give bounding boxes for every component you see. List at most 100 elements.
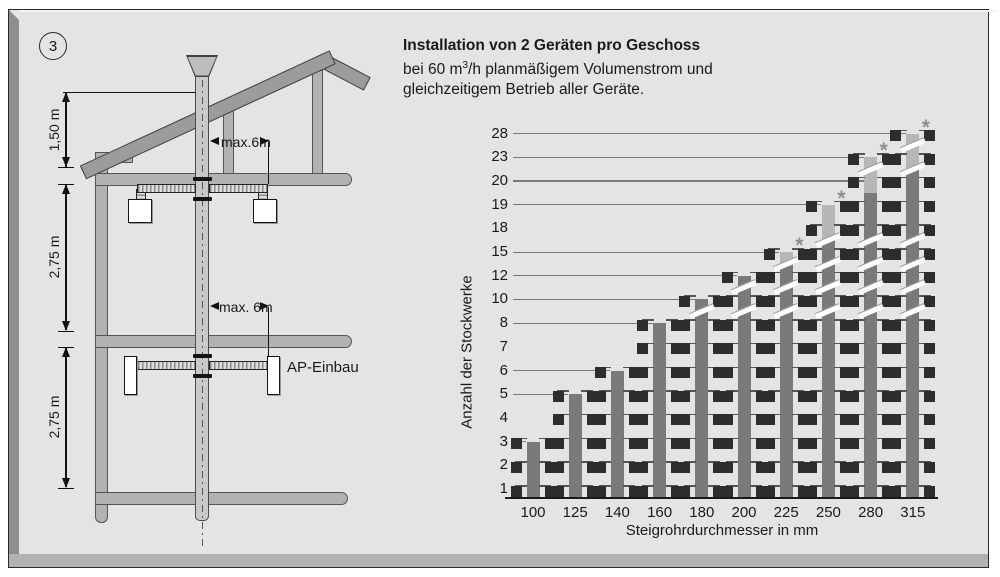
device-square — [671, 461, 683, 473]
device-square — [637, 461, 649, 473]
riser-centerline — [201, 80, 203, 550]
ap-device-left — [124, 356, 137, 395]
device-square — [890, 319, 902, 331]
x-tick-label: 160 — [647, 504, 673, 521]
device-square — [628, 461, 640, 473]
device-square — [890, 295, 902, 307]
dim-upper-arrow-down — [61, 321, 70, 331]
device-square — [924, 485, 936, 497]
x-tick-label: 280 — [858, 504, 884, 521]
device-square — [890, 248, 902, 260]
bar — [737, 275, 751, 497]
device-square — [890, 224, 902, 236]
device-square — [805, 438, 817, 450]
max6-top-arrow-right — [260, 137, 269, 145]
device-square — [637, 485, 649, 497]
device-square — [839, 319, 851, 331]
device-square — [637, 319, 649, 331]
device-square — [848, 201, 860, 213]
asterisk-marker: * — [921, 115, 930, 139]
device-square — [713, 319, 725, 331]
bar — [568, 394, 582, 497]
device-square — [552, 485, 564, 497]
device-square — [797, 438, 809, 450]
device-square — [797, 390, 809, 402]
device-square — [713, 414, 725, 426]
dim-lower-line — [65, 348, 67, 487]
chimney-cap — [187, 56, 217, 76]
device-square — [805, 201, 817, 213]
device-square — [586, 438, 598, 450]
device-square — [839, 224, 851, 236]
y-tick-label: 7 — [499, 337, 508, 355]
device-square — [848, 248, 860, 260]
device-square — [848, 272, 860, 284]
max6-top-vline — [268, 142, 270, 184]
max6-bottom-label: max. 6m — [219, 299, 273, 315]
device-square — [671, 390, 683, 402]
device-square — [755, 272, 767, 284]
device-square — [755, 319, 767, 331]
device-square — [882, 367, 894, 378]
device-square — [882, 153, 894, 165]
y-tick-label: 8 — [499, 314, 508, 332]
device-square — [890, 343, 902, 355]
device-square — [839, 414, 851, 426]
x-tick-label: 250 — [815, 504, 841, 521]
device-square — [882, 295, 894, 307]
device-square — [848, 461, 860, 473]
device-square — [637, 390, 649, 402]
device-square — [839, 201, 851, 213]
device-square — [510, 461, 522, 473]
grid-line — [513, 133, 906, 135]
bar — [695, 299, 709, 497]
pipe-coupler-1 — [192, 176, 212, 181]
device-square — [721, 272, 733, 284]
bar-segment-dark — [906, 169, 920, 497]
device-square — [924, 319, 936, 331]
device-square — [552, 461, 564, 473]
device-square — [924, 438, 936, 450]
y-tick-label: 12 — [491, 266, 508, 284]
device-square — [882, 224, 894, 236]
device-square — [848, 367, 860, 378]
device-square — [797, 414, 809, 426]
device-square — [797, 295, 809, 307]
y-tick-label: 6 — [499, 361, 508, 379]
device-square — [679, 295, 691, 307]
grid-line — [513, 322, 653, 324]
device-square — [763, 295, 775, 307]
max6-top-label: max.6m — [221, 134, 271, 150]
device-square — [713, 343, 725, 355]
device-square — [805, 461, 817, 473]
device-square — [594, 438, 606, 450]
bar — [610, 370, 624, 497]
figure-number-badge: 3 — [39, 32, 67, 60]
max6-top-arrow-left — [210, 137, 219, 145]
device-square — [713, 367, 725, 378]
device-square — [890, 414, 902, 426]
device-square — [797, 485, 809, 497]
x-tick-label: 140 — [604, 504, 630, 521]
y-tick-label: 5 — [499, 385, 508, 403]
device-square — [924, 130, 936, 141]
dim-upper-tick-bottom — [58, 330, 74, 332]
pipe-coupler-4 — [192, 373, 212, 378]
device-square — [924, 367, 936, 378]
bar-segment-light — [779, 252, 793, 264]
ceiling-beam-lower — [95, 335, 352, 348]
device-square — [882, 461, 894, 473]
device-square — [544, 438, 556, 450]
y-axis-title: Anzahl der Stockwerke — [458, 275, 476, 429]
device-square — [763, 438, 775, 450]
device-square — [552, 414, 564, 426]
device-square — [755, 461, 767, 473]
device-square — [890, 438, 902, 450]
device-square — [763, 367, 775, 378]
device-square — [805, 272, 817, 284]
device-square — [839, 367, 851, 378]
device-square — [797, 272, 809, 284]
device-square — [763, 414, 775, 426]
device-square — [890, 390, 902, 402]
device-square — [924, 295, 936, 307]
